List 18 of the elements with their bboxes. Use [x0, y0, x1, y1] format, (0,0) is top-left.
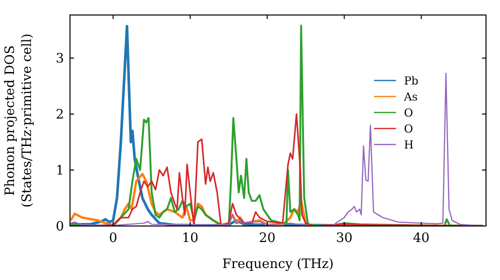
x-tick-label: 40: [413, 231, 430, 246]
y-tick-label: 0: [56, 220, 64, 234]
line-series: [70, 72, 484, 226]
x-tick-label: 10: [182, 231, 198, 246]
legend-label: H: [404, 138, 414, 152]
legend-label: O: [404, 122, 414, 136]
legend-label: O: [404, 106, 414, 120]
y-tick-label: 3: [56, 52, 64, 67]
x-tick-label: 0: [109, 231, 118, 246]
legend-label: As: [403, 90, 418, 104]
x-axis-title: Frequency (THz): [222, 257, 334, 272]
x-tick-label: 30: [336, 231, 353, 246]
y-tick-label: 1: [56, 164, 64, 179]
x-tick-label: 20: [258, 231, 276, 246]
y-axis-title: Phonon projected DOS (States/THz·primitive cell): [3, 33, 35, 208]
y-tick-label: 2: [56, 108, 64, 123]
legend-label: Pb: [404, 74, 418, 88]
line-series: [70, 24, 484, 226]
